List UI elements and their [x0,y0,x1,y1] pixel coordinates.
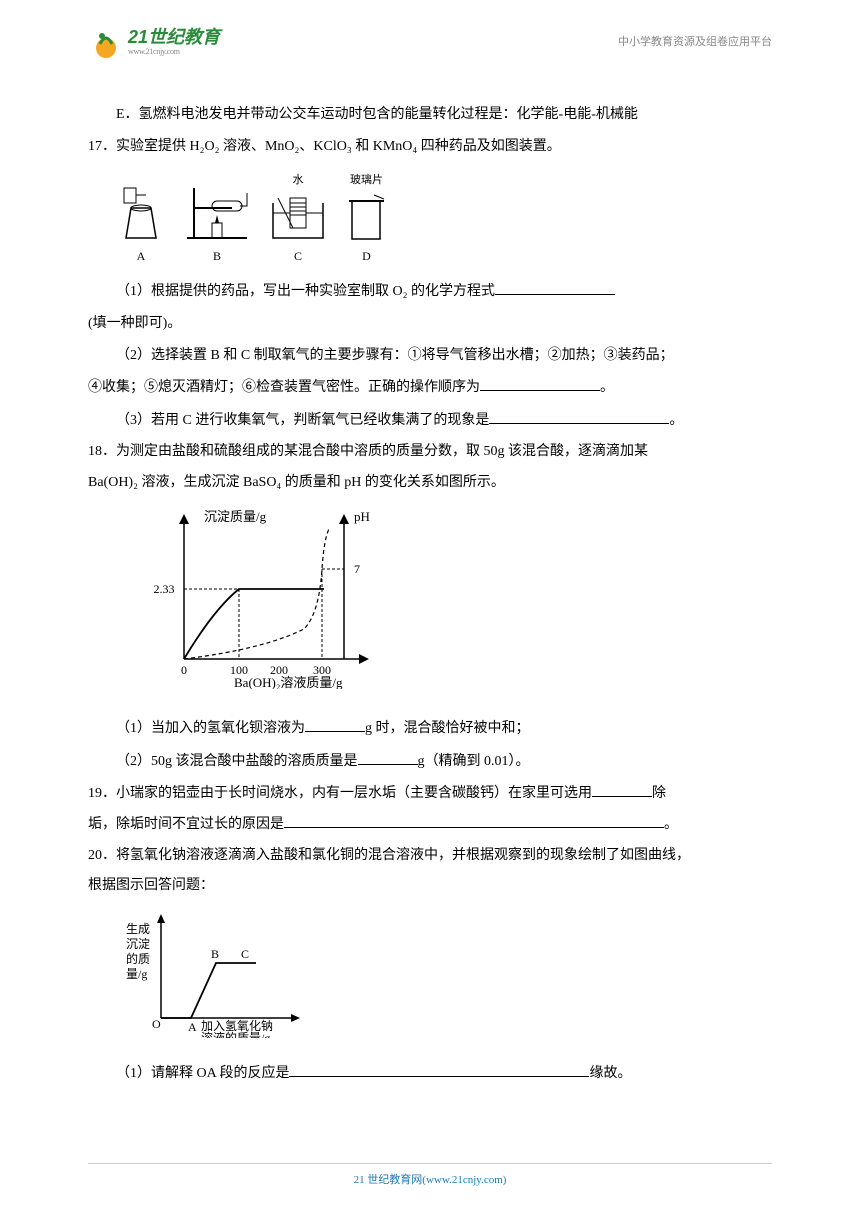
blank [289,1063,589,1077]
q18-chart: 0 100 200 300 2.33 7 沉淀质量/g pH Ba(OH)₂溶液… [144,509,772,702]
svg-text:量/g: 量/g [126,967,147,981]
apparatus-label-b: B [213,243,221,269]
q17-p2b-text: ④收集；⑤熄灭酒精灯；⑥检查装置气密性。正确的操作顺序为 [88,380,480,395]
q17-p3b-text: 。 [669,413,683,428]
svg-text:O: O [152,1017,161,1031]
q18-p1: （1）当加入的氢氧化钡溶液为 g 时，混合酸恰好被中和； [88,712,772,746]
q17-p3-text: （3）若用 C 进行收集氧气，判断氧气已经收集满了的现象是 [116,413,489,428]
q16-option-e: E．氢燃料电池发电并带动公交车运动时包含的能量转化过程是：化学能-电能-机械能 [88,98,772,132]
blank [489,410,669,424]
apparatus-label-d: D [362,243,371,269]
logo: 21世纪教育 www.21cnjy.com [88,24,220,60]
blank [305,718,365,732]
header-right-text: 中小学教育资源及组卷应用平台 [618,30,772,54]
q20-chart: A B C O 生成 沉淀 的质 量/g 加入氢氧化钠 溶液的质量/g [116,908,772,1051]
q17-p2c-text: 。 [600,380,614,395]
q19-a: 19．小瑞家的铝壶由于长时间烧水，内有一层水垢（主要含碳酸钙）在家里可选用 [88,786,592,801]
q17-p1b: (填一种即可)。 [88,309,772,340]
logo-icon [88,24,124,60]
svg-text:溶液的质量/g: 溶液的质量/g [201,1030,270,1038]
svg-text:生成: 生成 [126,922,150,936]
q18-p1-text: （1）当加入的氢氧化钡溶液为 [116,721,305,736]
svg-text:pH: pH [354,509,370,524]
q18-stem-b: Ba(OH)₂ 溶液，生成沉淀 BaSO₄ 的质量和 pH 的变化关系如图所示。 [88,468,772,499]
q18-p2b-text: g（精确到 0.01）。 [418,754,530,769]
q19-c: 垢，除垢时间不宜过长的原因是 。 [88,810,772,841]
q20-p1: （1）请解释 OA 段的反应是 缘故。 [88,1057,772,1091]
content: E．氢燃料电池发电并带动公交车运动时包含的能量转化过程是：化学能-电能-机械能 … [88,98,772,1091]
q19: 19．小瑞家的铝壶由于长时间烧水，内有一层水垢（主要含碳酸钙）在家里可选用 除 [88,779,772,810]
apparatus-water-label: 水 [293,168,304,192]
svg-text:C: C [241,947,249,961]
apparatus-label-a: A [137,243,146,269]
q20-stem-a: 20．将氢氧化钠溶液逐滴滴入盐酸和氯化铜的混合溶液中，并根据观察到的现象绘制了如… [88,841,772,872]
svg-text:的质: 的质 [126,951,150,966]
svg-text:7: 7 [354,562,360,576]
apparatus-glass-label: 玻璃片 [350,168,383,192]
q18-p1b-text: g 时，混合酸恰好被中和； [365,721,530,736]
svg-text:Ba(OH)₂溶液质量/g: Ba(OH)₂溶液质量/g [234,675,343,689]
page-footer: 21 世纪教育网(www.21cnjy.com) [88,1163,772,1192]
q20-p1b-text: 缘故。 [589,1066,631,1081]
svg-text:沉淀: 沉淀 [126,937,150,951]
blank [358,751,418,765]
svg-text:2.33: 2.33 [154,582,175,596]
q18-stem-a: 18．为测定由盐酸和硫酸组成的某混合酸中溶质的质量分数，取 50g 该混合酸，逐… [88,437,772,468]
page-header: 21世纪教育 www.21cnjy.com 中小学教育资源及组卷应用平台 [88,24,772,60]
q17-stem: 17．实验室提供 H₂O₂ 溶液、MnO₂、KClO₃ 和 KMnO₄ 四种药品… [88,132,772,163]
svg-text:沉淀质量/g: 沉淀质量/g [204,509,267,524]
logo-sub-text: www.21cnjy.com [128,48,220,57]
q17-p1-text: （1）根据提供的药品，写出一种实验室制取 O₂ 的化学方程式 [116,284,495,299]
apparatus-label-c: C [294,243,302,269]
q20-p1-text: （1）请解释 OA 段的反应是 [116,1066,289,1081]
q17-p2b: ④收集；⑤熄灭酒精灯；⑥检查装置气密性。正确的操作顺序为 。 [88,373,772,404]
blank [592,783,652,797]
blank [495,281,615,295]
blank [480,377,600,391]
q17-p3: （3）若用 C 进行收集氧气，判断氧气已经收集满了的现象是 。 [88,404,772,438]
q20-stem-b: 根据图示回答问题： [88,871,772,902]
q19-b: 除 [652,786,666,801]
q18-p2: （2）50g 该混合酸中盐酸的溶质质量是 g（精确到 0.01）。 [88,745,772,779]
q17-p2a: （2）选择装置 B 和 C 制取氧气的主要步骤有：①将导气管移出水槽；②加热；③… [88,339,772,373]
q17-p1: （1）根据提供的药品，写出一种实验室制取 O₂ 的化学方程式 [88,275,772,309]
q18-p2-text: （2）50g 该混合酸中盐酸的溶质质量是 [116,754,358,769]
svg-text:A: A [188,1020,197,1034]
logo-main-text: 21世纪教育 [128,28,220,48]
blank [284,814,664,828]
q17-apparatus-figure: A B 水 C 玻璃 [116,168,772,269]
svg-text:B: B [211,947,219,961]
svg-text:0: 0 [181,663,187,677]
q19-c-text: 垢，除垢时间不宜过长的原因是 [88,817,284,832]
q19-d-text: 。 [664,817,678,832]
